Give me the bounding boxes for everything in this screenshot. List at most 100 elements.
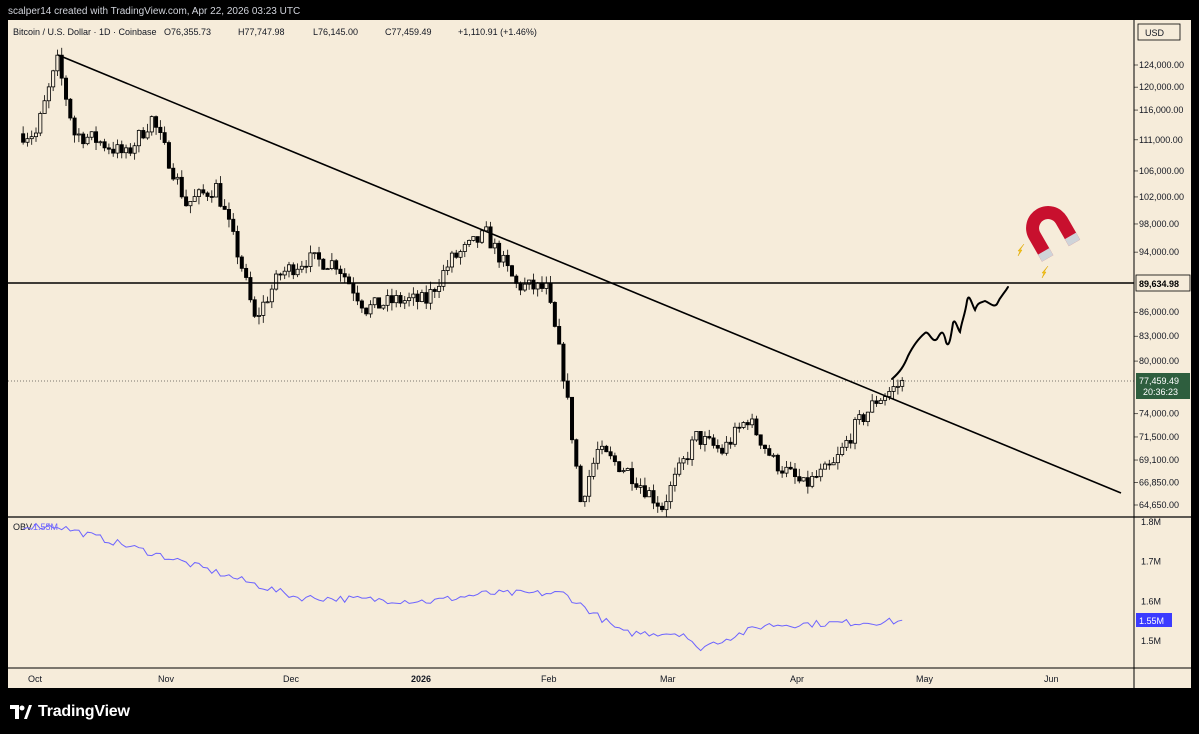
tradingview-brand: TradingView <box>38 703 130 720</box>
candle-body <box>381 304 386 309</box>
hand-drawn-projection-path[interactable] <box>891 286 1009 380</box>
candle-body <box>128 147 133 154</box>
candle-body <box>317 252 322 260</box>
candle-body <box>664 501 669 511</box>
candle-body <box>780 470 785 474</box>
chart-svg[interactable]: Bitcoin / U.S. Dollar · 1D · Coinbase O7… <box>8 20 1191 688</box>
price-axis-label: 80,000.00 <box>1139 356 1179 366</box>
candle-body <box>634 483 639 488</box>
candle-body <box>419 292 424 302</box>
obv-axis-label: 1.7M <box>1141 557 1161 567</box>
candle-body <box>728 441 733 445</box>
candle-body <box>441 270 446 287</box>
candle-body <box>647 490 652 498</box>
candle-body <box>184 196 189 207</box>
obv-last-label: 1.55M <box>1139 616 1164 626</box>
candle-body <box>698 431 703 445</box>
candle-body <box>231 218 236 232</box>
candle-body <box>192 196 197 202</box>
candle-body <box>136 130 141 147</box>
resistance-price-label: 89,634.98 <box>1139 279 1179 289</box>
candle-body <box>342 273 347 278</box>
candle-body <box>115 144 120 154</box>
candle-body <box>458 251 463 258</box>
candle-body <box>437 285 442 292</box>
candle-body <box>823 463 828 470</box>
candle-body <box>29 136 34 140</box>
candle-body <box>321 258 326 270</box>
spark-icon <box>1017 243 1025 257</box>
time-axis-label: Nov <box>158 674 175 684</box>
candle-body <box>385 295 390 306</box>
candle-body <box>831 462 836 466</box>
candle-body <box>582 495 587 503</box>
candle-body <box>59 54 64 79</box>
candle-body <box>209 196 214 198</box>
candle-countdown-label: 20:36:23 <box>1143 387 1178 397</box>
price-axis-labels: 124,000.00 120,000.00 116,000.00 111,000.00… <box>1134 60 1184 510</box>
candle-body <box>745 422 750 426</box>
candle-body <box>351 283 356 294</box>
candle-body <box>870 400 875 413</box>
candle-body <box>454 252 459 258</box>
candle-body <box>89 131 94 138</box>
candle-body <box>171 167 176 180</box>
candle-body <box>724 441 729 454</box>
candle-body <box>625 468 630 471</box>
candle-body <box>226 209 231 220</box>
candles-group <box>21 47 905 517</box>
candle-body <box>33 132 38 138</box>
candle-body <box>505 254 510 267</box>
candle-body <box>681 458 686 464</box>
candle-body <box>758 434 763 446</box>
candle-body <box>518 282 523 291</box>
candle-body <box>810 475 815 487</box>
chart-area[interactable]: Bitcoin / U.S. Dollar · 1D · Coinbase O7… <box>8 20 1191 688</box>
candle-body <box>883 396 888 401</box>
candle-body <box>900 379 905 387</box>
time-axis-label: Feb <box>541 674 557 684</box>
price-axis-label: 94,000.00 <box>1139 247 1179 257</box>
time-axis-label: Oct <box>28 674 43 684</box>
candle-body <box>25 138 30 143</box>
candle-body <box>711 437 716 446</box>
currency-button[interactable] <box>1137 23 1181 41</box>
candle-body <box>527 279 532 285</box>
candle-body <box>398 295 403 304</box>
obv-line <box>22 522 903 652</box>
obv-axis-label: 1.6M <box>1141 596 1161 606</box>
candle-body <box>479 230 484 243</box>
candle-body <box>741 422 746 428</box>
candle-body <box>565 380 570 398</box>
candle-body <box>690 439 695 460</box>
candle-body <box>299 265 304 270</box>
candle-body <box>411 293 416 299</box>
candle-body <box>72 117 77 136</box>
candle-body <box>557 326 562 345</box>
currency-label: USD <box>1145 28 1165 38</box>
candle-body <box>51 70 56 88</box>
candle-body <box>754 418 759 436</box>
candle-body <box>612 455 617 463</box>
candle-body <box>162 132 167 143</box>
candle-body <box>364 307 369 315</box>
candle-body <box>501 254 506 263</box>
obv-axis-labels: 1.8M 1.7M 1.6M 1.5M <box>1141 517 1161 646</box>
candle-body <box>94 131 99 143</box>
candle-body <box>797 476 802 482</box>
candle-body <box>608 451 613 457</box>
price-axis-label: 86,000.00 <box>1139 307 1179 317</box>
candle-body <box>415 293 420 302</box>
candle-body <box>445 266 450 271</box>
candle-body <box>677 462 682 475</box>
candle-body <box>145 131 150 139</box>
candle-body <box>767 448 772 456</box>
price-axis-label: 116,000.00 <box>1139 105 1183 115</box>
candle-body <box>304 265 309 268</box>
tradingview-footer[interactable]: TradingView <box>10 700 130 724</box>
candle-body <box>179 176 184 198</box>
legend-high: H77,747.98 <box>238 27 285 37</box>
descending-trendline[interactable] <box>57 54 1122 494</box>
candle-body <box>874 400 879 404</box>
candle-body <box>222 205 227 210</box>
